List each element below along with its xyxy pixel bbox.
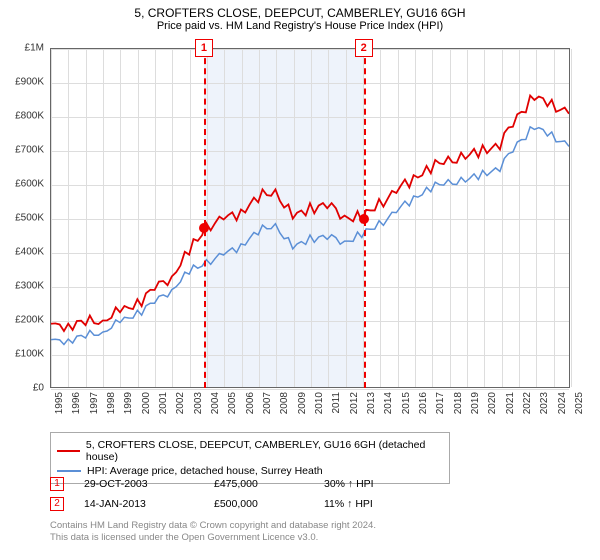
x-tick-label: 2001 — [158, 392, 169, 414]
x-tick-label: 2008 — [279, 392, 290, 414]
gridline-v — [571, 49, 572, 387]
x-tick-label: 2019 — [470, 392, 481, 414]
x-tick-label: 2011 — [331, 392, 342, 414]
sale-marker-line — [204, 48, 206, 388]
sales-row-pct: 11% ↑ HPI — [324, 498, 373, 510]
x-tick-label: 2014 — [383, 392, 394, 414]
sale-point — [359, 214, 369, 224]
sale-marker-box: 2 — [355, 39, 373, 57]
x-tick-label: 2013 — [366, 392, 377, 414]
legend-label: 5, CROFTERS CLOSE, DEEPCUT, CAMBERLEY, G… — [86, 439, 443, 463]
x-tick-label: 2024 — [557, 392, 568, 414]
y-tick-label: £700K — [15, 145, 44, 156]
x-tick-label: 2002 — [175, 392, 186, 414]
chart-title: 5, CROFTERS CLOSE, DEEPCUT, CAMBERLEY, G… — [0, 0, 600, 20]
x-tick-label: 2020 — [487, 392, 498, 414]
sales-row-price: £500,000 — [214, 498, 304, 510]
y-tick-label: £900K — [15, 77, 44, 88]
sale-point — [199, 223, 209, 233]
y-tick-label: £200K — [15, 315, 44, 326]
y-tick-label: £0 — [33, 383, 44, 394]
y-tick-label: £300K — [15, 281, 44, 292]
legend-row: 5, CROFTERS CLOSE, DEEPCUT, CAMBERLEY, G… — [57, 439, 443, 463]
y-tick-label: £800K — [15, 111, 44, 122]
x-tick-label: 2015 — [401, 392, 412, 414]
y-tick-label: £500K — [15, 213, 44, 224]
x-tick-label: 1999 — [123, 392, 134, 414]
x-tick-label: 1995 — [54, 392, 65, 414]
footer-attribution: Contains HM Land Registry data © Crown c… — [50, 520, 376, 545]
x-tick-label: 2007 — [262, 392, 273, 414]
legend-swatch — [57, 450, 80, 452]
series-hpi — [51, 127, 569, 345]
sales-row-date: 14-JAN-2013 — [84, 498, 194, 510]
x-tick-label: 1998 — [106, 392, 117, 414]
x-tick-label: 1997 — [89, 392, 100, 414]
x-tick-label: 1996 — [71, 392, 82, 414]
y-tick-label: £600K — [15, 179, 44, 190]
sale-marker-box: 1 — [195, 39, 213, 57]
x-tick-label: 2023 — [539, 392, 550, 414]
sales-row-marker: 2 — [50, 497, 64, 511]
footer-line1: Contains HM Land Registry data © Crown c… — [50, 520, 376, 532]
sales-row-date: 29-OCT-2003 — [84, 478, 194, 490]
y-tick-label: £400K — [15, 247, 44, 258]
sales-row-price: £475,000 — [214, 478, 304, 490]
footer-line2: This data is licensed under the Open Gov… — [50, 532, 376, 544]
sales-row-pct: 30% ↑ HPI — [324, 478, 374, 490]
sales-row: 2 14-JAN-2013 £500,000 11% ↑ HPI — [50, 494, 374, 514]
sales-row-marker: 1 — [50, 477, 64, 491]
x-tick-label: 2006 — [245, 392, 256, 414]
x-tick-label: 2000 — [141, 392, 152, 414]
y-tick-label: £100K — [15, 349, 44, 360]
sales-row: 1 29-OCT-2003 £475,000 30% ↑ HPI — [50, 474, 374, 494]
x-tick-label: 2005 — [227, 392, 238, 414]
series-property — [51, 96, 569, 332]
x-tick-label: 2017 — [435, 392, 446, 414]
y-axis-labels: £0£100K£200K£300K£400K£500K£600K£700K£80… — [0, 48, 48, 388]
legend-swatch — [57, 470, 81, 472]
x-tick-label: 2016 — [418, 392, 429, 414]
chart-subtitle: Price paid vs. HM Land Registry's House … — [0, 20, 600, 36]
x-tick-label: 2009 — [297, 392, 308, 414]
x-tick-label: 2025 — [574, 392, 585, 414]
x-tick-label: 2021 — [505, 392, 516, 414]
sales-table: 1 29-OCT-2003 £475,000 30% ↑ HPI 2 14-JAN-201… — [50, 474, 374, 514]
x-tick-label: 2018 — [453, 392, 464, 414]
x-tick-label: 2022 — [522, 392, 533, 414]
x-tick-label: 2003 — [193, 392, 204, 414]
x-tick-label: 2004 — [210, 392, 221, 414]
y-tick-label: £1M — [25, 43, 44, 54]
x-tick-label: 2012 — [349, 392, 360, 414]
x-axis-labels: 1995 1996 1997 1998 1999 2000 2001 2002 2003 2004… — [50, 390, 570, 430]
chart-plot-area: 12 — [50, 48, 570, 388]
x-tick-label: 2010 — [314, 392, 325, 414]
